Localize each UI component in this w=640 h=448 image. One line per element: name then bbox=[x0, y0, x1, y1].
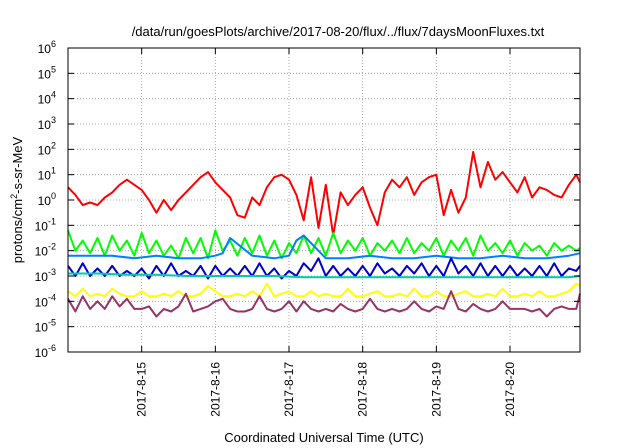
y-axis-label-exponent: 2 bbox=[9, 194, 19, 199]
y-tick-base: 10 bbox=[35, 295, 49, 309]
y-axis-label: protons/cm2-s-sr-MeV bbox=[9, 136, 25, 263]
series-line-1 bbox=[67, 150, 581, 237]
y-tick-base: 10 bbox=[38, 118, 52, 132]
y-tick-base: 10 bbox=[35, 245, 49, 259]
y-tick-base: 10 bbox=[35, 270, 49, 284]
y-tick-label: 10-4 bbox=[35, 292, 56, 309]
y-tick-label: 10-2 bbox=[35, 242, 56, 259]
y-tick-exponent: -2 bbox=[48, 242, 56, 252]
y-tick-label: 100 bbox=[38, 191, 56, 208]
y-tick-label: 10-6 bbox=[35, 343, 56, 360]
y-tick-exponent: 5 bbox=[51, 64, 56, 74]
y-tick-base: 10 bbox=[38, 42, 52, 56]
y-tick-label: 10-3 bbox=[35, 267, 56, 284]
x-tick-label: 2017-8-18 bbox=[356, 362, 370, 417]
y-tick-exponent: -5 bbox=[48, 318, 56, 328]
series-line-2 bbox=[67, 229, 581, 260]
y-tick-labels: 10-610-510-410-310-210-11001011021031041… bbox=[35, 39, 56, 360]
y-tick-label: 104 bbox=[38, 90, 56, 107]
series-line-4 bbox=[67, 257, 581, 280]
x-tick-label: 2017-8-20 bbox=[503, 362, 517, 417]
y-tick-exponent: -6 bbox=[48, 343, 56, 353]
y-tick-base: 10 bbox=[38, 194, 52, 208]
series-line-7 bbox=[67, 290, 581, 318]
series-line-5 bbox=[68, 272, 581, 279]
y-tick-exponent: 1 bbox=[51, 166, 56, 176]
y-tick-label: 10-1 bbox=[35, 216, 56, 233]
x-tick-label: 2017-8-17 bbox=[282, 362, 296, 417]
y-tick-base: 10 bbox=[38, 93, 52, 107]
series-layer bbox=[67, 150, 581, 318]
x-tick-labels: 2017-8-15 2017-8-16 2017-8-17 2017-8-18 2017… bbox=[135, 362, 517, 417]
y-tick-exponent: 4 bbox=[51, 90, 56, 100]
y-tick-base: 10 bbox=[38, 169, 52, 183]
y-tick-base: 10 bbox=[38, 67, 52, 81]
y-tick-exponent: -1 bbox=[48, 216, 56, 226]
y-axis-label-base: protons/cm bbox=[10, 199, 25, 263]
y-tick-exponent: 0 bbox=[51, 191, 56, 201]
y-tick-exponent: 2 bbox=[51, 140, 56, 150]
tick-marks bbox=[68, 47, 580, 353]
series-line-3 bbox=[68, 234, 581, 260]
y-tick-exponent: -3 bbox=[48, 267, 56, 277]
y-tick-base: 10 bbox=[35, 321, 49, 335]
series-line-6 bbox=[67, 282, 581, 298]
y-tick-base: 10 bbox=[35, 346, 49, 360]
x-tick-label: 2017-8-19 bbox=[429, 362, 443, 417]
y-tick-label: 103 bbox=[38, 115, 56, 132]
y-tick-exponent: 3 bbox=[51, 115, 56, 125]
chart-title: /data/run/goesPlots/archive/2017-08-20/f… bbox=[132, 24, 545, 39]
y-tick-exponent: 6 bbox=[51, 39, 56, 49]
y-tick-label: 105 bbox=[38, 64, 56, 81]
y-tick-exponent: -4 bbox=[48, 292, 56, 302]
x-tick-label: 2017-8-15 bbox=[135, 362, 149, 417]
x-axis-label: Coordinated Universal Time (UTC) bbox=[224, 430, 423, 445]
y-tick-label: 102 bbox=[38, 140, 56, 157]
y-tick-label: 106 bbox=[38, 39, 56, 56]
y-tick-label: 101 bbox=[38, 166, 56, 183]
x-tick-label: 2017-8-16 bbox=[208, 362, 222, 417]
y-tick-label: 10-5 bbox=[35, 318, 56, 335]
y-tick-base: 10 bbox=[38, 143, 52, 157]
y-axis-label-rest: -s-sr-MeV bbox=[10, 136, 25, 193]
y-tick-base: 10 bbox=[35, 219, 49, 233]
